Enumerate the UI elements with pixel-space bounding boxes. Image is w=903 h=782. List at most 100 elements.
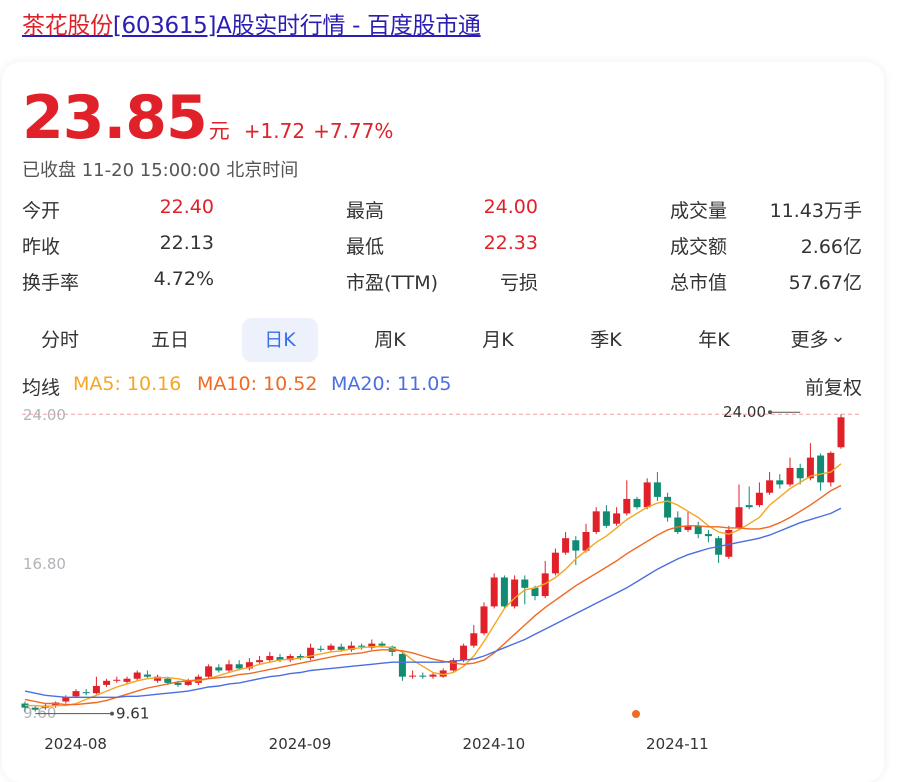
chevron-down-icon: ⌄ [830,326,846,347]
candle-body [664,496,672,518]
tab-label: 五日 [150,329,189,351]
stat-label: 换手率 [22,272,80,294]
candle-body [460,645,468,661]
tab-period-4[interactable]: 月K [460,318,536,362]
candle-body [725,529,733,557]
y-tick-label: 24.00 [23,406,66,424]
tab-label: 周K [374,329,406,351]
price-adjust-toggle[interactable]: 前复权 [804,377,862,399]
x-axis-label: 2024-09 [269,735,332,753]
candle-body [215,667,223,671]
min-annotation-label: 9.61 [116,705,149,723]
candle-body [551,552,559,574]
candle-body [123,678,131,682]
tab-label: 更多 [790,329,829,351]
price-change: +1.72 [243,119,306,143]
candle-body [766,480,774,493]
candle-body [837,417,845,448]
candle-body [602,511,610,526]
candle-body [429,674,437,677]
candle-body [704,534,712,537]
stat-value: 4.72% [153,268,214,290]
candle-body [398,653,406,677]
candle-body [531,587,539,597]
candle-body [245,662,253,669]
candle-body [62,697,70,702]
tab-period-0[interactable]: 分时 [22,318,98,362]
stat-value: 24.00 [483,196,538,218]
stat-value: 2.66亿 [800,236,862,258]
candle-body [72,691,80,697]
event-marker-dot [632,710,640,718]
candle-body [205,666,213,677]
stat-value: 22.40 [159,196,214,218]
ma-legend: 均线 MA5: 10.16 MA10: 10.52 MA20: 11.05 前复… [22,373,862,399]
tab-more[interactable]: 更多 ⌄ [774,318,862,362]
min-annotation-dot [110,711,114,716]
candle-body [500,577,508,607]
ma20-line [24,507,842,698]
candle-body [541,573,549,597]
page-title-link[interactable]: 茶花股份[603615]A股实时行情 - 百度股市通 [22,10,481,42]
candle-body [643,482,651,508]
candle-body [378,643,386,646]
stat-label: 成交量 [670,200,728,222]
tab-label: 分时 [40,329,79,351]
tab-label: 季K [590,329,622,351]
quote-stats-row: 换手率 4.72% 市盈(TTM) 亏损 总市值 57.67亿 [22,268,862,298]
current-price: 23.85 [22,83,208,153]
candle-body [143,674,151,677]
stat-value: 22.13 [159,232,214,254]
candle-body [786,467,794,485]
candle-body [817,455,825,483]
stat-label: 今开 [22,200,61,222]
candle-body [735,507,743,528]
candle-body [368,643,376,648]
candle-body [31,707,39,710]
quote-stats-row: 今开 22.40 最高 24.00 成交量 11.43万手 [22,196,862,226]
stat-label: 成交额 [670,236,728,258]
ma5-legend: MA5: 10.16 [73,373,182,395]
tab-period-3[interactable]: 周K [352,318,428,362]
candle-body [358,645,366,647]
candle-body [347,645,355,650]
candle-body [256,660,264,663]
tab-period-2[interactable]: 日K [242,318,318,362]
stat-label: 市盈(TTM) [346,272,439,294]
stock-name[interactable]: 茶花股份 [22,13,113,39]
tab-label: 月K [482,329,514,351]
x-axis-label: 2024-08 [44,735,107,753]
ma20-legend: MA20: 11.05 [331,373,452,395]
stat-label: 总市值 [670,272,728,294]
candle-body [827,452,835,483]
candle-body [694,525,702,535]
candle-body [113,679,121,681]
candle-body [133,672,141,679]
candle-body [633,498,641,508]
tab-period-6[interactable]: 年K [676,318,752,362]
candle-body [154,676,162,681]
candle-body [521,579,529,588]
page-title-rest[interactable]: [603615]A股实时行情 - 百度股市通 [112,13,481,39]
price-unit: 元 [208,119,230,143]
candle-body [92,685,100,694]
price-row: 23.85元 +1.72 +7.77% [22,86,393,150]
candle-body [745,505,753,508]
candle-body [572,540,580,551]
candle-body [419,675,427,677]
max-annotation-label: 24.00 [723,403,766,421]
stat-label: 最高 [346,200,385,222]
ma-legend-label: 均线 [22,377,61,399]
candle-body [286,656,294,661]
tab-period-5[interactable]: 季K [568,318,644,362]
y-tick-label: 16.80 [23,555,66,573]
candle-body [235,664,243,669]
ma5-line [25,463,842,708]
candle-body [674,517,682,532]
stat-value: 11.43万手 [769,200,862,222]
tab-period-1[interactable]: 五日 [132,318,208,362]
candle-body [755,492,763,506]
candle-body [592,511,600,532]
candle-body [806,457,814,479]
